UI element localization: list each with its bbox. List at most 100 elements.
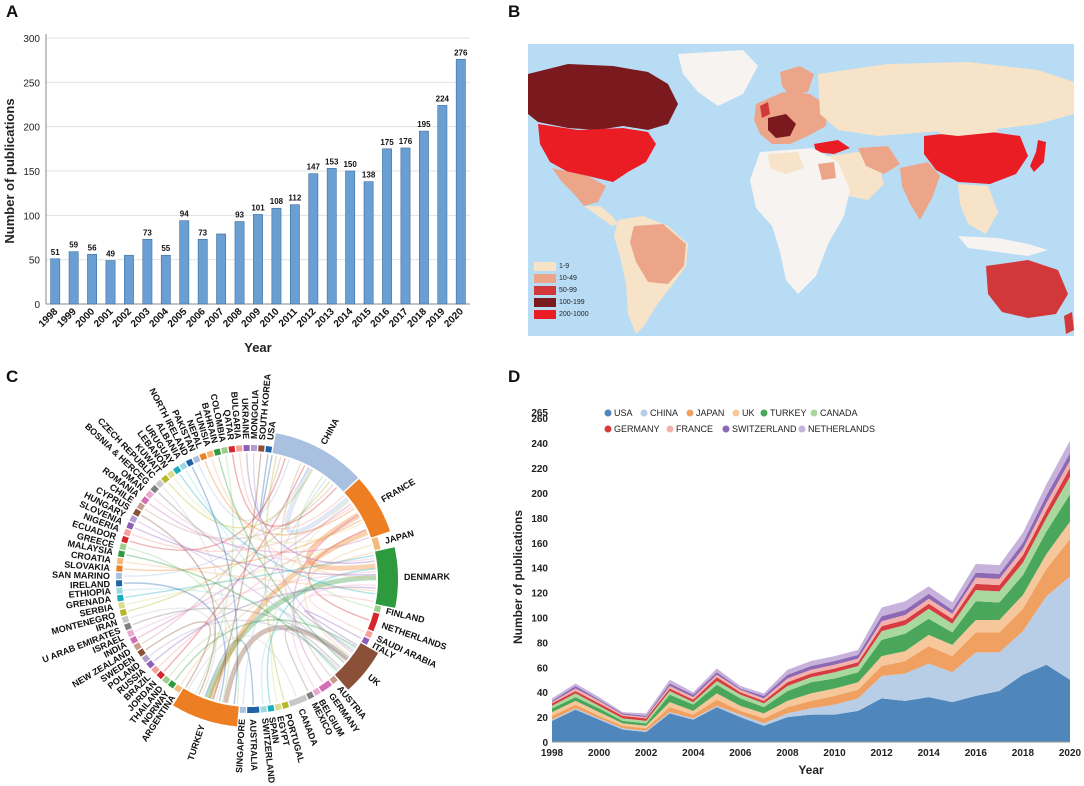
canada-shape — [528, 64, 678, 130]
c-ribbon — [238, 453, 345, 530]
a-x-title: Year — [244, 340, 271, 355]
c-ribbon — [138, 503, 352, 639]
c-arc — [119, 543, 127, 551]
a-value-label: 176 — [399, 137, 413, 146]
c-arc — [116, 557, 124, 565]
india-shape — [900, 162, 940, 220]
japan-shape — [1030, 140, 1046, 172]
a-bar — [216, 233, 227, 305]
a-value-label: 49 — [106, 250, 115, 259]
c-ribbon — [140, 514, 217, 695]
a-bar — [382, 148, 392, 305]
c-ribbon — [126, 534, 369, 605]
c-ribbon — [158, 516, 361, 667]
c-ribbon — [126, 554, 338, 671]
a-ytick-label: 100 — [23, 211, 40, 222]
c-ribbon — [124, 587, 356, 650]
c-arc — [166, 470, 176, 479]
c-ribbon — [211, 458, 376, 579]
a-xtick-label: 2003 — [129, 306, 153, 330]
a-value-label: 59 — [69, 241, 78, 250]
d-ytick-label: 20 — [537, 713, 549, 724]
d-legend-label: CANADA — [820, 408, 858, 418]
c-arc — [288, 694, 308, 707]
c-arc — [329, 675, 338, 685]
a-bar — [400, 147, 411, 305]
a-xtick-label: 2006 — [184, 306, 208, 330]
d-xtick-label: 2018 — [1012, 748, 1035, 759]
d-legend-dot — [810, 409, 818, 417]
d-xtick-label: 2010 — [823, 748, 846, 759]
a-value-label: 276 — [454, 48, 468, 57]
greenland-shape — [678, 50, 758, 106]
chart-a-bar: 0501001502002503001998199920002001200220… — [2, 34, 470, 355]
a-bar — [234, 221, 245, 305]
c-arc — [371, 537, 381, 551]
d-legend-dot — [686, 409, 694, 417]
c-arc — [126, 629, 135, 638]
c-ribbon — [132, 607, 348, 660]
c-arc — [126, 521, 135, 530]
c-arc — [123, 528, 132, 537]
a-xtick-label: 2002 — [111, 306, 135, 330]
a-xtick-label: 2010 — [258, 306, 282, 330]
c-arc — [281, 701, 290, 709]
d-legend-dot — [666, 425, 674, 433]
d-legend-label: FRANCE — [676, 424, 713, 434]
d-xtick-label: 2006 — [729, 748, 752, 759]
c-ribbon — [259, 454, 273, 518]
legend-swatch — [534, 298, 556, 307]
d-area-series — [552, 576, 1070, 733]
a-bar — [160, 254, 171, 305]
a-bar — [197, 238, 208, 305]
d-ytick-label: 140 — [531, 564, 548, 575]
c-arc — [272, 433, 359, 492]
c-arc — [156, 670, 165, 680]
c-ribbon — [246, 453, 375, 565]
c-ribbon — [204, 639, 254, 705]
a-xtick-label: 2000 — [74, 306, 98, 330]
scandinavia-shape — [780, 66, 814, 96]
a-value-label: 101 — [251, 203, 265, 212]
legend-label: 50-99 — [559, 287, 577, 294]
map-svg — [528, 50, 1074, 334]
a-xtick-label: 2011 — [277, 306, 300, 329]
c-arc — [161, 474, 170, 484]
c-arc — [151, 665, 160, 675]
a-xtick-label: 1999 — [55, 306, 79, 330]
c-arc — [129, 635, 139, 645]
c-ribbon — [308, 529, 370, 621]
c-ribbon — [217, 456, 345, 664]
a-xtick-label: 2019 — [424, 306, 448, 330]
a-bar — [363, 181, 374, 305]
a-value-label: 224 — [436, 94, 450, 103]
chord-label: AUSTRALIA — [248, 718, 260, 772]
legend-label: 100-199 — [559, 299, 585, 306]
c-ribbon — [173, 477, 363, 544]
c-arc — [116, 572, 123, 579]
c-ribbon — [148, 502, 370, 553]
a-ytick-label: 0 — [34, 300, 40, 311]
c-arc — [265, 445, 273, 453]
africa-north-shape — [768, 152, 804, 174]
c-arc — [344, 479, 391, 538]
legend-swatch — [534, 286, 556, 295]
d-legend-label: JAPAN — [696, 408, 724, 418]
a-xtick-label: 2015 — [350, 306, 374, 330]
d-ytick-label: 220 — [531, 464, 548, 475]
a-value-label: 73 — [198, 228, 207, 237]
a-bar — [253, 214, 263, 305]
c-arc — [173, 688, 239, 727]
c-ribbon — [303, 609, 362, 646]
c-arc — [250, 445, 258, 452]
c-ribbon — [129, 457, 286, 551]
legend-label: 1-9 — [559, 263, 570, 270]
a-xtick-label: 2007 — [203, 306, 227, 330]
d-legend-dot — [640, 409, 648, 417]
c-arc — [141, 654, 151, 663]
c-ribbon — [304, 544, 372, 657]
d-ytick-label: 200 — [531, 489, 548, 500]
c-ribbon — [185, 470, 336, 673]
c-ribbon — [231, 454, 338, 527]
